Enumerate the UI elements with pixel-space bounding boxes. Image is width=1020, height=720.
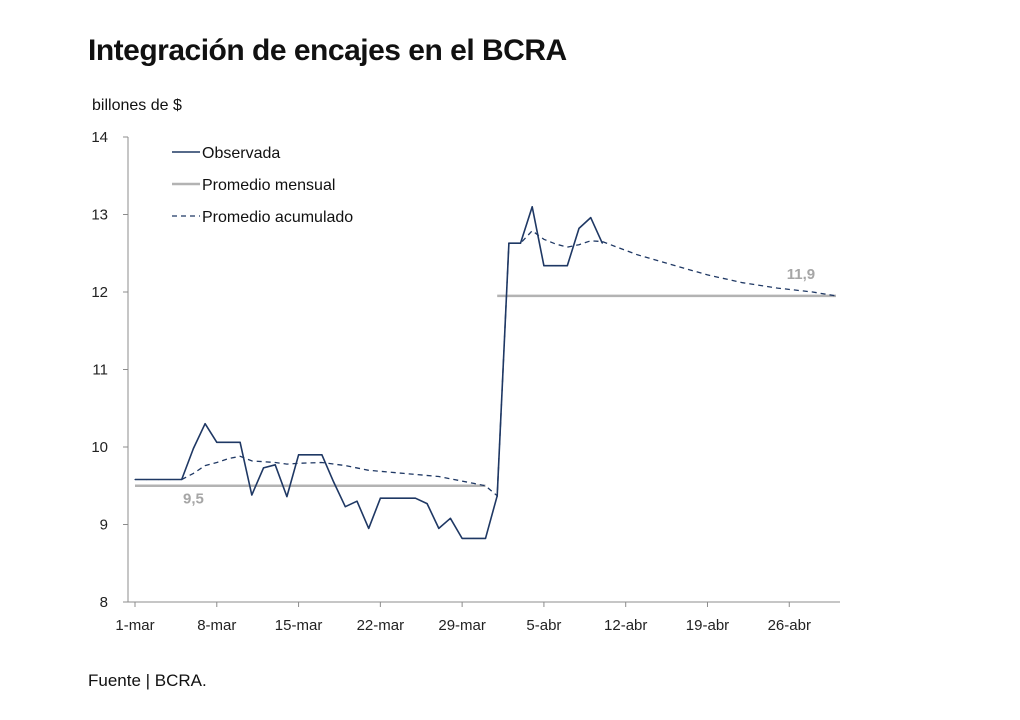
series-observada-point [601,242,603,244]
series-observada-point [251,494,253,496]
source-note: Fuente | BCRA. [88,671,207,690]
series-observada-point [321,454,323,456]
series-observada-point [519,242,522,244]
series-observada-point [426,502,428,505]
x-tick-label: 19-abr [686,617,729,634]
y-tick-label: 11 [92,362,108,379]
series-observada-point [274,464,276,466]
series-observada-point [192,447,195,450]
legend: Observada Promedio mensual Promedio acumul… [172,145,353,226]
y-tick-label: 9 [100,517,108,534]
series-observada-point [134,478,136,481]
series-observada-point [449,517,452,519]
legend-label: Observada [202,145,280,162]
series-observada-point [531,206,533,208]
x-tick-label: 1-mar [115,617,154,634]
series-observada-point [555,265,557,267]
series-observada-point [543,265,545,267]
series-observada-point [473,537,475,540]
x-tick-label: 12-abr [604,617,647,634]
axes: 8 9 10 11 12 13 14 1-mar 8-mar 15-mar 22-mar 29-mar… [91,129,840,634]
series-observada-point [461,537,463,540]
y-tick-label: 10 [91,439,108,456]
series-observada-point [566,265,568,267]
y-tick-label: 14 [91,129,108,146]
series-observada-point [309,454,311,456]
series-observada-point [379,497,381,499]
series-observada-point [403,497,405,499]
y-axis-unit-label: billones de $ [92,97,182,114]
x-tick-label: 29-mar [438,617,486,634]
series-observada-point [286,496,288,498]
series-observada-point [169,478,171,481]
series-observada-line [135,206,604,540]
series-observada-point [578,227,580,230]
x-tick-label: 8-mar [197,617,236,634]
series-observada-point [414,497,416,499]
y-tick-label: 12 [91,284,108,301]
series-observada-point [297,454,300,456]
series-observada-point [356,500,358,502]
x-tick-label: 15-mar [275,617,323,634]
series-observada-point [438,527,440,529]
legend-label: Promedio acumulado [202,209,353,226]
series-observada-point [227,441,230,443]
legend-label: Promedio mensual [202,177,335,194]
series-observada-point [590,217,592,219]
series-observada-point [262,467,265,469]
y-tick-label: 13 [91,207,108,224]
y-tick-label: 8 [100,594,108,611]
series-observada-point [368,527,370,529]
series-observada-point [344,506,346,508]
series-observada-point [239,441,241,443]
series-observada-point [204,423,206,425]
annotation-layer: 9,5 11,9 [183,266,815,508]
series-observada-point [484,537,487,540]
annotation-label: 11,9 [787,266,815,283]
series-layer [134,206,837,540]
x-tick-label: 22-mar [357,617,405,634]
series-observada-point [391,497,393,499]
series-observada-point [216,441,218,443]
series-promedio-acumulado-line [181,229,837,498]
annotation-label: 9,5 [183,491,204,508]
x-tick-label: 26-abr [768,617,811,634]
series-observada-point [333,481,335,483]
x-tick-label: 5-abr [526,617,561,634]
series-observada-point [146,478,148,481]
series-observada-point [157,478,159,481]
chart-title: Integración de encajes en el BCRA [88,34,567,67]
